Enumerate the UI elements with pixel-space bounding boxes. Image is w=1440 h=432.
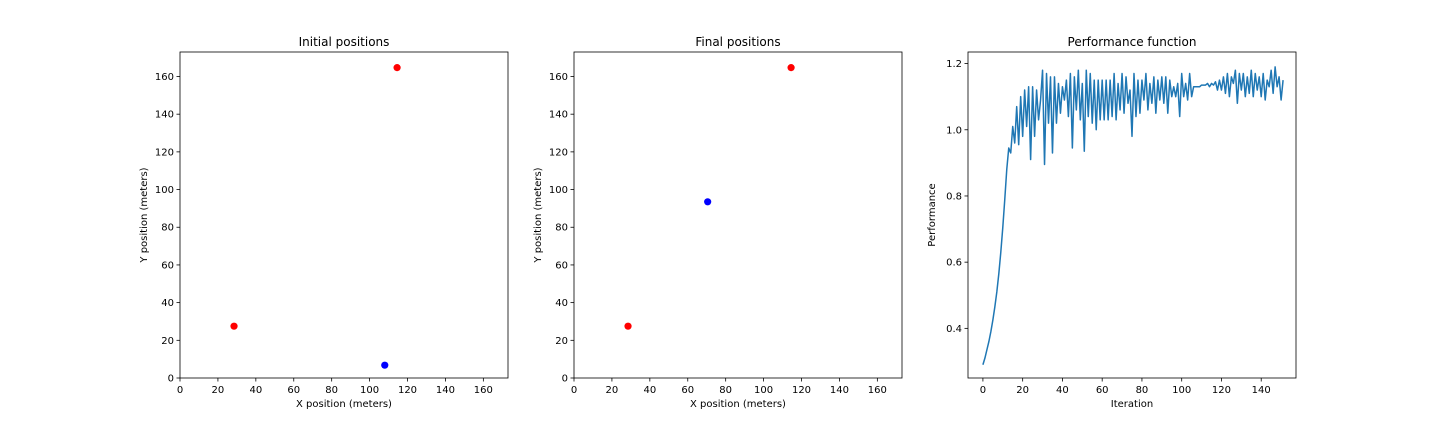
- x-tick-label: 40: [643, 385, 656, 396]
- scatter-point: [624, 322, 632, 330]
- scatter-point: [787, 64, 795, 72]
- scatter-point: [230, 322, 238, 330]
- x-axis-label: Iteration: [1111, 399, 1153, 410]
- chart-title: Final positions: [695, 35, 780, 49]
- x-tick-label: 60: [287, 385, 300, 396]
- axis-ticks: 0 20 40 60 80 100 120 140 160 0 20 40 60 80 100 120 140 1…: [549, 72, 887, 396]
- plot-area: [230, 64, 401, 369]
- x-tick-label: 120: [1212, 385, 1231, 396]
- axis-ticks: 0 20 40 60 80 100 120 140 160 0 20 40 60 80 100 120 140 1…: [155, 72, 493, 396]
- x-tick-label: 100: [360, 385, 379, 396]
- x-tick-label: 60: [681, 385, 694, 396]
- y-tick-label: 100: [549, 185, 568, 196]
- x-tick-label: 160: [868, 385, 887, 396]
- x-tick-label: 100: [754, 385, 773, 396]
- chart-panel-final-positions: Final positions X position (meters) Y po…: [533, 35, 903, 410]
- y-tick-label: 80: [161, 223, 174, 234]
- x-tick-label: 140: [830, 385, 849, 396]
- y-axis-label: Y position (meters): [139, 167, 150, 263]
- y-tick-label: 0: [168, 374, 174, 385]
- x-tick-label: 20: [606, 385, 619, 396]
- x-tick-label: 40: [1056, 385, 1069, 396]
- series-line: [982, 66, 1284, 365]
- x-tick-label: 100: [1172, 385, 1191, 396]
- y-tick-label: 40: [161, 298, 174, 309]
- x-tick-label: 140: [436, 385, 455, 396]
- x-tick-label: 0: [177, 385, 183, 396]
- scatter-point: [393, 64, 401, 72]
- x-tick-label: 120: [792, 385, 811, 396]
- axes-frame: [179, 51, 509, 379]
- x-tick-label: 80: [719, 385, 732, 396]
- plot-area: [982, 66, 1284, 365]
- x-axis-label: X position (meters): [296, 399, 392, 410]
- y-tick-label: 60: [161, 260, 174, 271]
- y-tick-label: 140: [549, 110, 568, 121]
- y-tick-label: 80: [555, 223, 568, 234]
- y-tick-label: 0.8: [946, 191, 962, 202]
- x-tick-label: 140: [1252, 385, 1271, 396]
- y-tick-label: 140: [155, 110, 174, 121]
- x-tick-label: 160: [474, 385, 493, 396]
- x-tick-label: 80: [1136, 385, 1149, 396]
- x-axis-label: X position (meters): [690, 399, 786, 410]
- y-tick-label: 100: [155, 185, 174, 196]
- y-tick-label: 160: [155, 72, 174, 83]
- y-tick-label: 1.2: [946, 59, 962, 70]
- x-tick-label: 20: [1016, 385, 1029, 396]
- y-tick-label: 120: [549, 147, 568, 158]
- plot-area: [624, 64, 795, 330]
- chart-panel-performance-function: Performance function Iteration Performan…: [927, 35, 1297, 410]
- y-tick-label: 0: [562, 374, 568, 385]
- x-tick-label: 20: [212, 385, 225, 396]
- axes-frame: [967, 51, 1297, 379]
- x-tick-label: 60: [1096, 385, 1109, 396]
- x-tick-label: 0: [980, 385, 986, 396]
- axes-frame: [573, 51, 903, 379]
- y-tick-label: 160: [549, 72, 568, 83]
- y-tick-label: 1.0: [946, 125, 962, 136]
- y-tick-label: 20: [555, 336, 568, 347]
- y-axis-label: Y position (meters): [533, 167, 544, 263]
- scatter-point: [381, 361, 389, 369]
- scatter-point: [704, 198, 712, 206]
- chart-title: Initial positions: [299, 35, 390, 49]
- y-tick-label: 120: [155, 147, 174, 158]
- y-tick-label: 0.4: [946, 324, 962, 335]
- x-tick-label: 40: [249, 385, 262, 396]
- y-tick-label: 40: [555, 298, 568, 309]
- y-tick-label: 60: [555, 260, 568, 271]
- x-tick-label: 120: [398, 385, 417, 396]
- x-tick-label: 0: [571, 385, 577, 396]
- y-tick-label: 0.6: [946, 258, 962, 269]
- chart-panel-initial-positions: Initial positions X position (meters) Y …: [139, 35, 509, 410]
- y-axis-label: Performance: [927, 183, 938, 246]
- chart-title: Performance function: [1068, 35, 1197, 49]
- x-tick-label: 80: [325, 385, 338, 396]
- y-tick-label: 20: [161, 336, 174, 347]
- axis-ticks: 0 20 40 60 80 100 120 140 0.4 0.6 0.8 1.0 1.2: [946, 59, 1271, 396]
